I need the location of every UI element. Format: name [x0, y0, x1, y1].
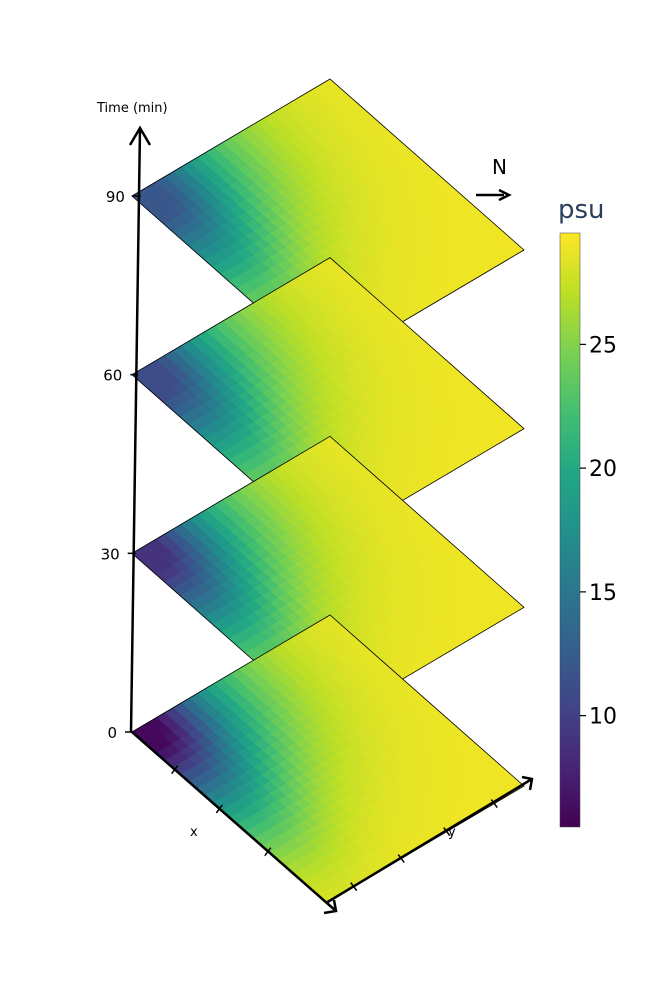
- colorbar-tick-label: 10: [589, 705, 617, 730]
- time-tick-label: 30: [101, 545, 120, 563]
- north-label: N: [492, 155, 507, 179]
- time-axis-title: Time (min): [96, 101, 168, 116]
- colorbar-gradient: [559, 232, 581, 828]
- y-axis-tick: [350, 882, 358, 892]
- time-tick-label: 0: [107, 724, 117, 742]
- y-axis-tick: [397, 854, 405, 863]
- y-axis-arrowhead: [521, 775, 534, 791]
- north-indicator: N: [476, 155, 512, 202]
- y-axis-tick: [490, 799, 498, 808]
- x-axis-tick: [171, 765, 179, 775]
- x-axis-line: [131, 731, 337, 912]
- x-axis-tick: [264, 847, 272, 857]
- time-axis-arrowhead: [128, 125, 152, 146]
- time-tick-label: 90: [106, 188, 125, 206]
- time-axis-line: [129, 127, 142, 733]
- north-arrowhead-icon: [498, 188, 512, 202]
- x-axis-tick: [215, 804, 223, 814]
- salinity-slices: [131, 78, 525, 904]
- y-axis-title: y: [448, 825, 456, 840]
- slice-90-min: [131, 78, 525, 368]
- time-axis-ticks: 0 30 60 90: [101, 188, 141, 742]
- x-axis-arrowhead: [323, 899, 338, 915]
- colorbar-tick-label: 25: [589, 333, 617, 358]
- y-axis-line: [325, 777, 533, 905]
- colorbar: psu 10 15 20 25: [558, 195, 617, 828]
- time-axis: Time (min) 0 30 60 90: [96, 101, 168, 742]
- colorbar-tick-label: 15: [589, 581, 617, 606]
- slice-60-min: [131, 257, 525, 547]
- time-tick-label: 60: [103, 367, 122, 385]
- xy-axes: [131, 731, 534, 915]
- x-axis-title: x: [190, 825, 198, 840]
- colorbar-tick-label: 20: [589, 457, 617, 482]
- colorbar-title: psu: [558, 195, 605, 225]
- y-axis-tick: [443, 827, 451, 837]
- slice-0-min: [131, 614, 525, 904]
- colorbar-ticks: 10 15 20 25: [580, 333, 617, 730]
